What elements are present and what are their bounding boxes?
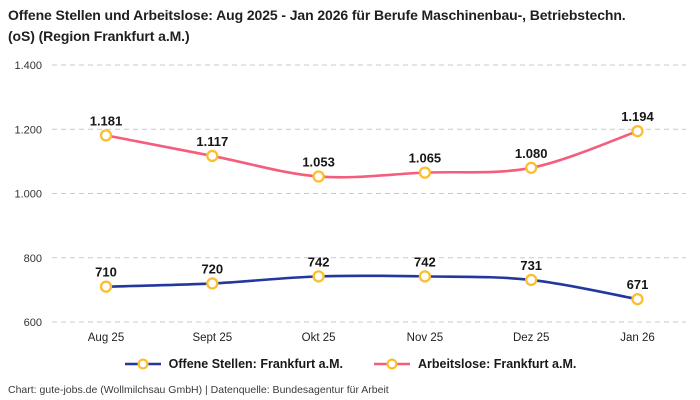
y-tick-label: 1.200 [14, 124, 42, 136]
data-label: 1.117 [196, 134, 228, 149]
data-label: 742 [308, 254, 330, 269]
data-point [418, 270, 432, 283]
data-label: 742 [414, 254, 436, 269]
x-tick-label: Dez 25 [513, 332, 549, 344]
y-tick-label: 1.000 [14, 189, 42, 201]
y-tick-label: 800 [24, 253, 42, 265]
legend-item-arbeitslose: Arbeitslose: Frankfurt a.M. [373, 357, 576, 371]
y-tick-label: 1.400 [14, 60, 42, 72]
y-tick-label: 600 [24, 317, 42, 329]
data-label: 1.065 [409, 151, 442, 166]
data-point [525, 273, 538, 287]
x-tick-label: Sept 25 [192, 332, 232, 344]
x-tick-label: Aug 25 [88, 332, 124, 344]
data-point [99, 129, 113, 142]
data-point [312, 270, 325, 283]
chart-footer: Chart: gute-jobs.de (Wollmilchsau GmbH) … [8, 384, 389, 396]
data-point [206, 149, 219, 163]
data-label: 710 [95, 265, 117, 280]
data-point [206, 277, 219, 290]
series-line [104, 129, 639, 179]
data-label: 720 [201, 261, 223, 276]
data-label: 1.053 [302, 154, 335, 169]
x-tick-label: Jan 26 [620, 332, 655, 344]
data-point [631, 125, 644, 138]
legend-line-marker-icon [124, 358, 161, 370]
data-label: 731 [520, 258, 542, 273]
chart-title: Offene Stellen und Arbeitslose: Aug 2025… [8, 7, 626, 44]
data-label: 1.080 [515, 146, 548, 161]
data-label: 1.181 [90, 113, 123, 128]
legend: Offene Stellen: Frankfurt a.M. Arbeitslo… [0, 357, 700, 371]
data-point [418, 166, 432, 179]
data-label: 1.194 [621, 109, 654, 124]
series-line [104, 274, 639, 301]
legend-label-offene-stellen: Offene Stellen: Frankfurt a.M. [168, 357, 343, 371]
x-tick-label: Nov 25 [407, 332, 443, 344]
data-point [99, 280, 113, 293]
data-point [631, 293, 644, 306]
legend-item-offene-stellen: Offene Stellen: Frankfurt a.M. [124, 357, 343, 371]
line-chart: 600 800 1.000 1.200 1.400 Aug 25 Sept 25 Okt 25… [14, 60, 686, 344]
data-point [525, 161, 538, 174]
x-tick-label: Okt 25 [302, 332, 336, 344]
legend-label-arbeitslose: Arbeitslose: Frankfurt a.M. [417, 357, 577, 371]
data-point [312, 170, 325, 183]
data-label: 671 [627, 277, 649, 292]
legend-line-marker-icon [373, 358, 410, 370]
